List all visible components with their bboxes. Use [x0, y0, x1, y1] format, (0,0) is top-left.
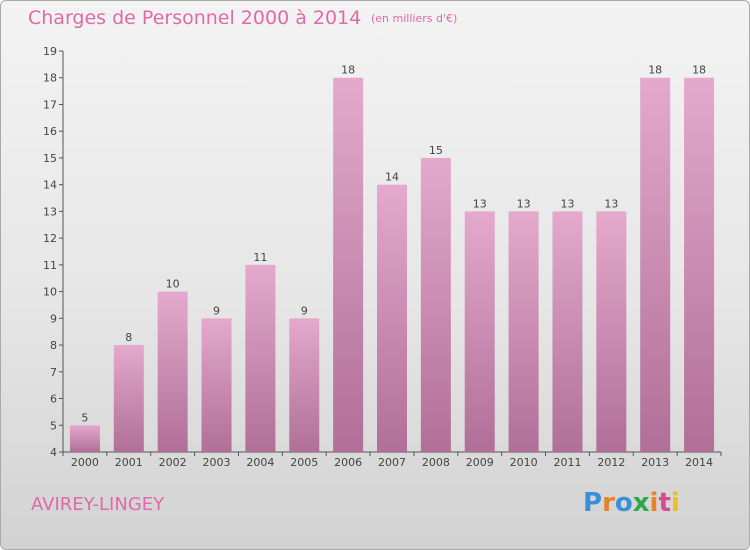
brand-letter: r	[602, 488, 615, 518]
data-label: 8	[125, 331, 132, 344]
x-tick-label: 2007	[378, 456, 406, 469]
data-label: 13	[604, 197, 618, 210]
data-label: 13	[473, 197, 487, 210]
bar	[245, 264, 276, 452]
chart-title: Charges de Personnel 2000 à 2014	[28, 7, 362, 29]
y-tick-label: 15	[43, 152, 57, 165]
bar	[508, 211, 539, 452]
y-tick-label: 11	[43, 259, 57, 272]
x-tick-label: 2000	[71, 456, 99, 469]
bar	[464, 211, 495, 452]
y-tick-label: 8	[50, 339, 57, 352]
data-label: 13	[560, 197, 574, 210]
y-tick-label: 13	[43, 205, 57, 218]
brand-letter: P	[583, 488, 603, 518]
brand-letter: i	[649, 488, 659, 518]
brand-letter: o	[614, 488, 633, 518]
x-tick-label: 2011	[553, 456, 581, 469]
data-label: 11	[253, 251, 267, 264]
brand-letter: i	[670, 488, 680, 518]
data-label: 18	[692, 64, 706, 77]
y-tick-label: 14	[43, 179, 57, 192]
bar	[113, 345, 144, 452]
bar	[420, 157, 451, 452]
bar	[596, 211, 627, 452]
y-tick-label: 4	[50, 446, 57, 459]
y-tick-label: 19	[43, 45, 57, 58]
x-tick-label: 2003	[203, 456, 231, 469]
commune-name: AVIREY-LINGEY	[31, 494, 165, 515]
data-label: 15	[429, 144, 443, 157]
x-tick-label: 2013	[641, 456, 669, 469]
bar	[69, 425, 100, 452]
y-tick-label: 7	[50, 366, 57, 379]
x-tick-label: 2008	[422, 456, 450, 469]
data-label: 18	[648, 64, 662, 77]
x-tick-label: 2006	[334, 456, 362, 469]
bar	[377, 184, 407, 452]
x-tick-label: 2012	[597, 456, 625, 469]
x-tick-label: 2009	[466, 456, 494, 469]
x-tick-label: 2002	[159, 456, 187, 469]
bar	[333, 77, 364, 452]
y-tick-label: 12	[43, 232, 57, 245]
y-tick-label: 16	[43, 125, 57, 138]
x-tick-label: 2005	[290, 456, 318, 469]
x-tick-label: 2001	[115, 456, 143, 469]
y-tick-label: 10	[43, 286, 57, 299]
x-tick-label: 2014	[685, 456, 713, 469]
data-label: 13	[517, 197, 531, 210]
brand-letter: x	[632, 488, 650, 518]
y-tick-label: 9	[50, 312, 57, 325]
y-tick-label: 6	[50, 393, 57, 406]
y-tick-label: 5	[50, 419, 57, 432]
chart-subtitle: (en milliers d'€)	[371, 12, 458, 25]
y-tick-label: 17	[43, 98, 57, 111]
bar	[157, 291, 188, 452]
data-label: 9	[301, 304, 308, 317]
bar	[201, 318, 232, 452]
data-label: 10	[166, 278, 180, 291]
data-label: 18	[341, 64, 355, 77]
y-tick-label: 18	[43, 72, 57, 85]
proxiti-logo: Proxiti	[583, 488, 680, 518]
x-tick-label: 2010	[510, 456, 538, 469]
bar	[552, 211, 583, 452]
data-label: 5	[81, 411, 88, 424]
data-label: 9	[213, 304, 220, 317]
bar	[289, 318, 320, 452]
bar	[684, 77, 715, 452]
brand-letter: t	[658, 488, 671, 518]
x-tick-label: 2004	[246, 456, 274, 469]
data-label: 14	[385, 171, 399, 184]
bar	[640, 77, 671, 452]
